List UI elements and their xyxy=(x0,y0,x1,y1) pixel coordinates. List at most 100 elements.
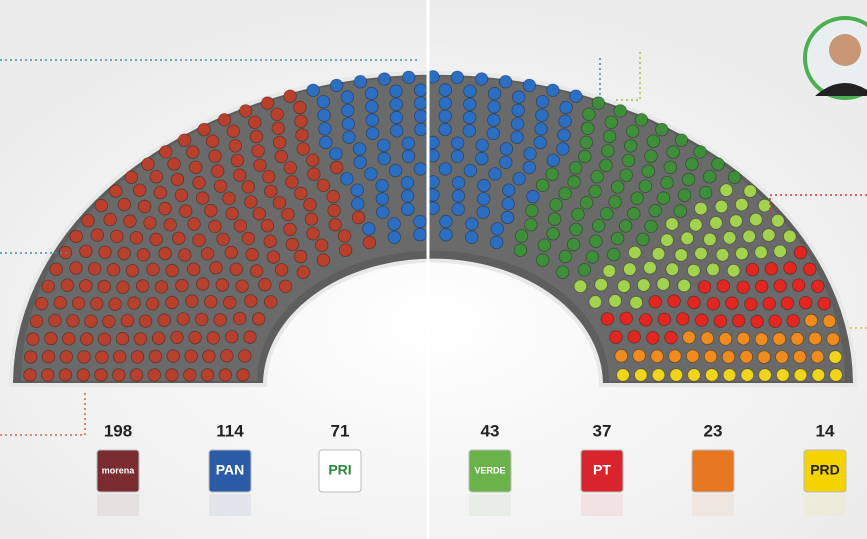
seat xyxy=(658,313,671,326)
seat xyxy=(707,263,720,276)
seat xyxy=(701,332,714,345)
seat xyxy=(282,208,295,221)
seat xyxy=(184,369,197,382)
seat xyxy=(526,204,539,217)
seat xyxy=(128,297,141,310)
seat xyxy=(758,199,771,212)
seat xyxy=(126,264,139,277)
seat xyxy=(136,280,149,293)
seat xyxy=(451,137,464,150)
seat xyxy=(390,125,403,138)
seat xyxy=(317,254,330,267)
seat xyxy=(580,197,593,210)
seat xyxy=(168,158,181,171)
seat xyxy=(175,189,188,202)
seat xyxy=(799,296,812,309)
seat xyxy=(666,218,679,231)
seat xyxy=(622,154,635,167)
seat xyxy=(682,173,695,186)
seat xyxy=(70,230,83,243)
seat xyxy=(476,152,489,165)
seat xyxy=(284,90,297,103)
seat xyxy=(745,298,758,311)
seat xyxy=(401,190,414,203)
seat xyxy=(694,146,707,159)
seat xyxy=(144,217,157,230)
seat xyxy=(401,177,414,190)
seat xyxy=(227,125,240,138)
seat xyxy=(284,223,297,236)
seat xyxy=(726,297,739,310)
seat xyxy=(297,143,310,156)
seat xyxy=(674,205,687,218)
seat xyxy=(488,87,501,100)
seat xyxy=(500,156,513,169)
party-name: PT xyxy=(593,462,611,478)
seat xyxy=(210,261,223,274)
seat xyxy=(677,313,690,326)
seat xyxy=(244,331,257,344)
seat xyxy=(637,233,650,246)
seat-count: 14 xyxy=(816,421,835,440)
seat xyxy=(319,123,332,136)
seat xyxy=(491,223,504,236)
seat xyxy=(645,220,658,233)
seat xyxy=(225,246,238,259)
seat xyxy=(666,263,679,276)
seat xyxy=(154,186,167,199)
seat xyxy=(722,351,735,364)
seat xyxy=(72,297,85,310)
seat xyxy=(603,130,616,143)
seat xyxy=(500,143,513,156)
seat xyxy=(690,219,703,232)
seat-count: 71 xyxy=(331,421,350,440)
seat xyxy=(669,350,682,363)
seat xyxy=(99,246,112,259)
seat xyxy=(363,223,376,236)
seat xyxy=(452,203,465,216)
seat xyxy=(695,202,708,215)
seat xyxy=(675,249,688,262)
seat xyxy=(188,218,201,231)
seat xyxy=(113,369,126,382)
seat xyxy=(603,265,616,278)
seat xyxy=(147,263,160,276)
seat xyxy=(201,369,214,382)
seat xyxy=(550,198,563,211)
seat xyxy=(601,207,614,220)
seat xyxy=(236,280,249,293)
seat xyxy=(376,193,389,206)
seat xyxy=(327,190,340,203)
seat xyxy=(365,87,378,100)
seat xyxy=(804,263,817,276)
seat xyxy=(91,229,104,242)
seat xyxy=(688,369,701,382)
seat xyxy=(777,369,790,382)
seat xyxy=(619,220,632,233)
seat xyxy=(390,85,403,98)
seat xyxy=(352,211,365,224)
seat xyxy=(341,91,354,104)
seat xyxy=(580,136,593,149)
seat xyxy=(78,351,91,364)
seat xyxy=(794,246,807,259)
seat xyxy=(328,204,341,217)
seat xyxy=(98,280,111,293)
party-name: PAN xyxy=(216,462,245,478)
seat xyxy=(678,189,691,202)
seat xyxy=(35,297,48,310)
party-name: VERDE xyxy=(474,465,505,475)
seat xyxy=(637,279,650,292)
seat xyxy=(787,315,800,328)
seat xyxy=(42,369,55,382)
seat xyxy=(146,298,159,311)
seat xyxy=(259,278,272,291)
seat xyxy=(617,369,630,382)
seat xyxy=(570,223,583,236)
seat xyxy=(546,168,559,181)
seat xyxy=(717,280,730,293)
seat xyxy=(568,176,581,189)
seat xyxy=(651,350,664,363)
seat xyxy=(338,230,351,243)
seat xyxy=(273,136,286,149)
